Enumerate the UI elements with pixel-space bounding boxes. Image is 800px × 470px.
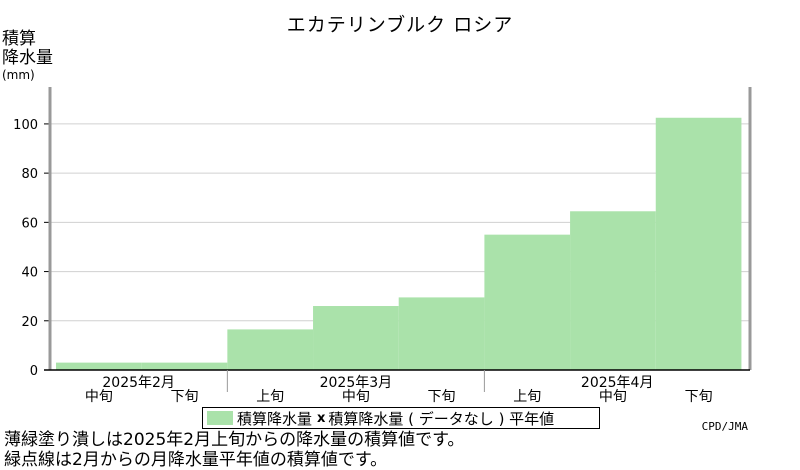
y-tick-label-2: 40	[21, 266, 38, 281]
month-label-2: 2025年4月	[581, 375, 654, 391]
accum-bar-7	[655, 117, 742, 371]
dekad-label-4: 下旬	[428, 389, 456, 405]
dekad-label-6: 中旬	[599, 389, 627, 405]
accum-bar-6	[570, 211, 656, 370]
chart-title: エカテリンブルク ロシア	[286, 14, 514, 36]
dekad-label-5: 上旬	[513, 389, 541, 405]
accum-bar-3	[313, 306, 399, 370]
dekad-label-7: 下旬	[685, 389, 713, 405]
accum-bar-2	[227, 329, 314, 370]
y-tick-label-5: 100	[13, 118, 38, 133]
month-label-1: 2025年3月	[320, 375, 393, 391]
y-tick-label-3: 60	[21, 216, 38, 231]
note-line-1: 薄緑塗り潰しは2025年2月上旬からの降水量の積算値です。	[4, 430, 465, 450]
notes: 薄緑塗り潰しは2025年2月上旬からの降水量の積算値です。 緑点線は2月からの月…	[4, 430, 464, 470]
accum-bar-1	[141, 362, 228, 370]
credit: CPD/JMA	[701, 420, 748, 433]
dekad-label-0: 中旬	[85, 389, 113, 405]
y-axis-label-line2: 降水量	[2, 48, 53, 68]
accum-bar-4	[398, 297, 485, 370]
y-axis-unit: (mm)	[2, 68, 35, 82]
legend-marker-x: x	[317, 410, 326, 426]
y-tick-label-4: 80	[21, 167, 38, 182]
legend: 積算降水量 x 積算降水量 ( データなし ) 平年値	[202, 407, 600, 429]
legend-swatch-filled	[207, 411, 233, 425]
legend-label-normal: 積算降水量 ( データなし ) 平年値	[328, 409, 555, 428]
month-label-0: 2025年2月	[102, 375, 175, 391]
dekad-label-2: 上旬	[256, 389, 284, 405]
dekad-label-1: 下旬	[171, 389, 199, 405]
dekad-label-3: 中旬	[342, 389, 370, 405]
legend-label-filled: 積算降水量	[237, 409, 313, 428]
accum-bar-5	[484, 234, 571, 370]
note-line-2: 緑点線は2月からの月降水量平年値の積算値です。	[4, 450, 388, 470]
y-axis-label-line1: 積算	[2, 29, 36, 49]
y-tick-label-0: 0	[30, 364, 38, 379]
y-tick-label-1: 20	[21, 315, 38, 330]
y-axis-label: 積算 降水量 (mm)	[2, 29, 53, 83]
accum-bar-0	[56, 362, 142, 370]
